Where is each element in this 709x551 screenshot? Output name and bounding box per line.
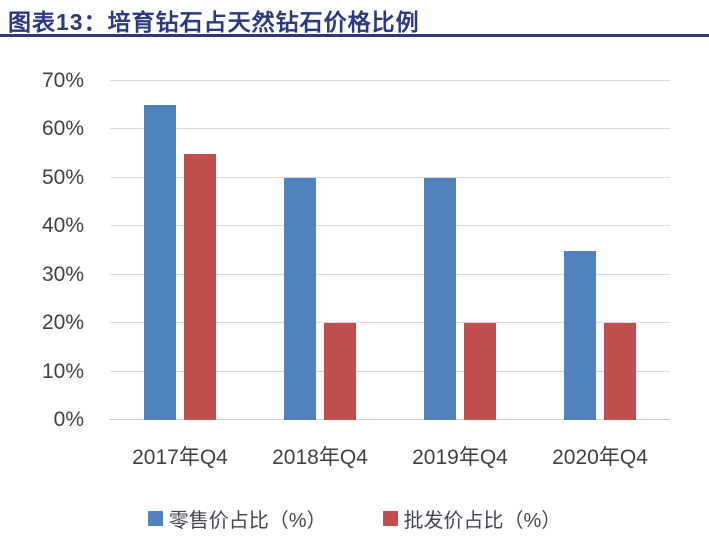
x-axis: 2017年Q4 2018年Q4 2019年Q4 2020年Q4: [0, 441, 709, 471]
bar-series0-2017年Q4: [144, 105, 176, 420]
y-tick-40%: 40%: [41, 214, 84, 238]
legend-label-retail: 零售价占比（%）: [168, 510, 327, 532]
bar-series0-2018年Q4: [284, 177, 316, 420]
bar-chart: 0% 10% 20% 30% 40% 50% 60% 70% 2017年Q4 2018年Q4 20…: [0, 40, 709, 551]
y-axis: 0% 10% 20% 30% 40% 50% 60% 70%: [0, 70, 96, 431]
x-tick-2020年Q4: 2020年Q4: [552, 446, 648, 469]
legend-item-retail: 零售价占比（%）: [147, 504, 327, 533]
bar-series0-2019年Q4: [424, 177, 456, 420]
gridline-10: [110, 370, 670, 372]
gridline-20: [110, 322, 670, 324]
x-tick-2018年Q4: 2018年Q4: [272, 446, 368, 469]
y-tick-20%: 20%: [41, 311, 84, 335]
bar-series1-2019年Q4: [464, 323, 496, 420]
plot-area: [110, 80, 670, 420]
legend-item-wholesale: 批发价占比（%）: [382, 504, 562, 533]
legend-swatch-wholesale: [382, 511, 398, 526]
gridline-40: [110, 225, 670, 227]
legend-label-wholesale: 批发价占比（%）: [403, 510, 562, 532]
y-tick-10%: 10%: [41, 359, 84, 383]
gridline-50: [110, 176, 670, 178]
y-tick-30%: 30%: [41, 262, 84, 286]
x-axis-baseline: [110, 419, 670, 420]
x-tick-2019年Q4: 2019年Q4: [412, 446, 508, 469]
y-tick-70%: 70%: [41, 69, 84, 92]
figure-title: 图表13：培育钻石占天然钻石价格比例: [8, 9, 420, 35]
bar-series0-2020年Q4: [564, 250, 596, 420]
gridline-30: [110, 273, 670, 275]
y-tick-0%: 0%: [53, 408, 84, 431]
bar-series1-2017年Q4: [184, 153, 216, 420]
gridline-60: [110, 128, 670, 130]
bar-series1-2018年Q4: [324, 323, 356, 420]
x-tick-2017年Q4: 2017年Q4: [132, 446, 228, 469]
legend-swatch-retail: [147, 511, 163, 526]
y-tick-60%: 60%: [41, 117, 84, 141]
figure-header: 图表13：培育钻石占天然钻石价格比例: [0, 0, 709, 37]
gridline-70: [110, 80, 670, 81]
chart-legend: 零售价占比（%） 批发价占比（%）: [0, 504, 709, 533]
bar-series1-2020年Q4: [604, 323, 636, 420]
y-tick-50%: 50%: [41, 165, 84, 189]
